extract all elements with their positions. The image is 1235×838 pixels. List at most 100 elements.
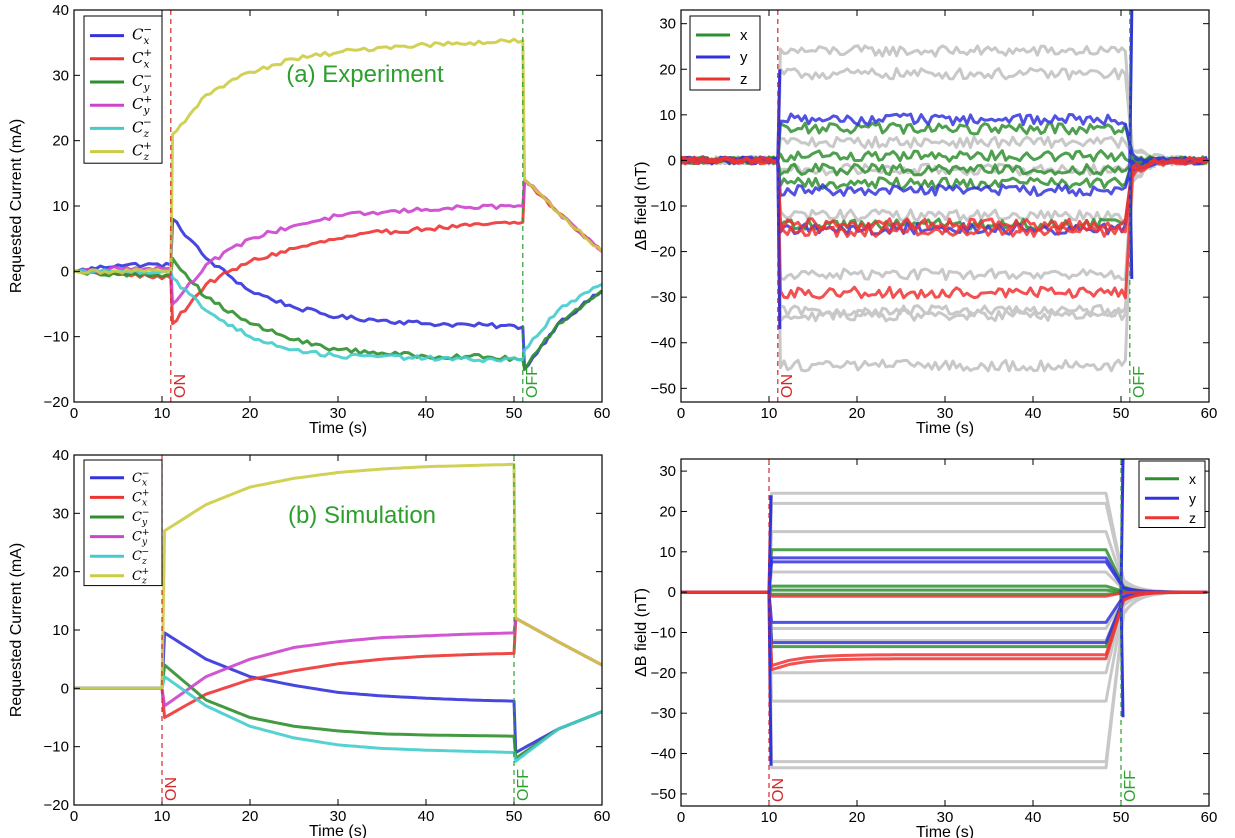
marker-label-on: ON (779, 374, 796, 398)
legend: Cx−Cx+Cy−Cy+Cz−Cz+ (83, 15, 163, 164)
legend-label-C-x--: Cx+ (132, 489, 150, 509)
plot-frame (73, 454, 603, 806)
y-tick-label: −30 (651, 289, 676, 306)
series-line-C-y-- (74, 178, 602, 306)
trace-level (681, 155, 1208, 238)
y-tick-label: −30 (651, 705, 676, 722)
x-tick-label: 0 (70, 808, 78, 825)
y-axis-label: ΔB field (nT) (633, 588, 650, 677)
marker-label-off: OFF (524, 366, 541, 398)
legend-label-C-z--: Cz− (132, 117, 152, 140)
plot-frame (73, 9, 603, 403)
y-tick-label: −40 (651, 335, 676, 352)
x-tick-label: 0 (70, 405, 78, 422)
y-tick-label: 40 (52, 447, 69, 464)
series-line-C-x-- (74, 217, 602, 371)
y-tick-label: −20 (44, 394, 69, 411)
marker-label-on: ON (770, 778, 787, 802)
legend-label-z: z (1189, 510, 1196, 526)
y-tick-label: −20 (651, 665, 676, 682)
trace-level (681, 590, 1208, 672)
trace-level (681, 155, 1208, 177)
chart-a_field: 0 10 20 30 40 50 60−50−40−30−20−100102030Time … (633, 9, 1218, 437)
y-tick-label: 10 (659, 544, 676, 561)
y-axis-label: Requested Current (mA) (8, 119, 25, 293)
marker-label-on: ON (163, 777, 180, 801)
y-tick-label: −20 (651, 244, 676, 261)
x-tick-label: 20 (242, 405, 259, 422)
y-tick-label: 0 (668, 152, 676, 169)
y-tick-label: 20 (659, 503, 676, 520)
legend-label-C-z--: Cz− (132, 547, 149, 567)
marker-label-on: ON (172, 374, 189, 398)
legend-label-C-y--: Cy− (132, 508, 150, 528)
plot-area (681, 10, 1209, 373)
y-tick-label: −10 (651, 625, 676, 642)
legend-label-C-x--: Cx− (132, 24, 152, 47)
legend-label-x: x (1189, 471, 1196, 487)
x-tick-label: 30 (937, 809, 954, 826)
trace-level (681, 155, 1208, 177)
x-axis-label: Time (s) (309, 823, 367, 838)
y-tick-label: 0 (668, 584, 676, 601)
marker-label-off: OFF (515, 769, 532, 801)
x-tick-label: 60 (594, 808, 611, 825)
marker-label-off: OFF (1131, 366, 1148, 398)
y-tick-label: 20 (52, 133, 69, 150)
y-tick-label: 30 (52, 505, 69, 522)
y-tick-label: 10 (52, 622, 69, 639)
y-tick-label: 0 (61, 680, 69, 697)
legend-label-C-y--: Cy+ (132, 93, 152, 116)
y-tick-label: −50 (651, 380, 676, 397)
legend-label-C-y--: Cy+ (132, 528, 150, 548)
legend-label-C-y--: Cy− (132, 70, 152, 93)
panel-title: (b) Simulation (288, 502, 436, 529)
chart-a_current: 0 10 20 30 40 50 60 −20 −10 0 10 20 30 40 Time (s) Requ… (8, 2, 610, 437)
x-tick-label: 50 (506, 808, 523, 825)
x-tick-label: 10 (761, 405, 778, 422)
y-tick-label: 10 (52, 198, 69, 215)
trace-level (681, 155, 1209, 197)
legend-label-y: y (740, 49, 748, 66)
trace-spike (1119, 592, 1125, 718)
legend-label-C-z--: Cz+ (132, 140, 152, 163)
legend-label-z: z (740, 71, 748, 88)
y-tick-label: 20 (52, 564, 69, 581)
legend-label-C-z--: Cz+ (132, 567, 149, 587)
plot-area (74, 37, 602, 371)
x-tick-label: 50 (1113, 405, 1130, 422)
legend-label-C-x--: Cx+ (132, 47, 152, 70)
x-tick-label: 60 (1201, 809, 1218, 826)
x-tick-label: 20 (242, 808, 259, 825)
x-tick-label: 30 (330, 808, 347, 825)
trace-level (681, 112, 1208, 166)
x-tick-label: 60 (1201, 405, 1218, 422)
trace-spike (776, 160, 782, 330)
y-tick-label: 20 (659, 61, 676, 78)
plot-frame (680, 458, 1210, 807)
legend-box (83, 15, 163, 164)
x-tick-label: 50 (1113, 809, 1130, 826)
x-tick-label: 10 (154, 808, 171, 825)
x-tick-label: 40 (418, 405, 435, 422)
y-tick-label: −10 (651, 198, 676, 215)
x-tick-label: 10 (761, 809, 778, 826)
trace-spike (1128, 10, 1134, 161)
legend: Cx−Cx+Cy−Cy+Cz−Cz+ (83, 459, 163, 587)
y-tick-label: −20 (44, 797, 69, 814)
chart-b_field: 0 10 20 30 40 50 60−50−40−30−20−100102030Time … (633, 458, 1218, 838)
trace-level (681, 44, 1208, 166)
trace-level (681, 135, 1208, 166)
y-axis-label: Requested Current (mA) (8, 543, 25, 717)
y-tick-label: −10 (44, 739, 69, 756)
trace-spike (1128, 160, 1134, 279)
y-tick-label: 30 (659, 463, 676, 480)
x-tick-label: 20 (849, 809, 866, 826)
y-tick-label: −40 (651, 746, 676, 763)
x-tick-label: 30 (330, 405, 347, 422)
x-axis-label: Time (s) (916, 420, 974, 437)
trace-level (681, 156, 1208, 300)
trace-level (681, 149, 1209, 166)
y-tick-label: 0 (61, 263, 69, 280)
